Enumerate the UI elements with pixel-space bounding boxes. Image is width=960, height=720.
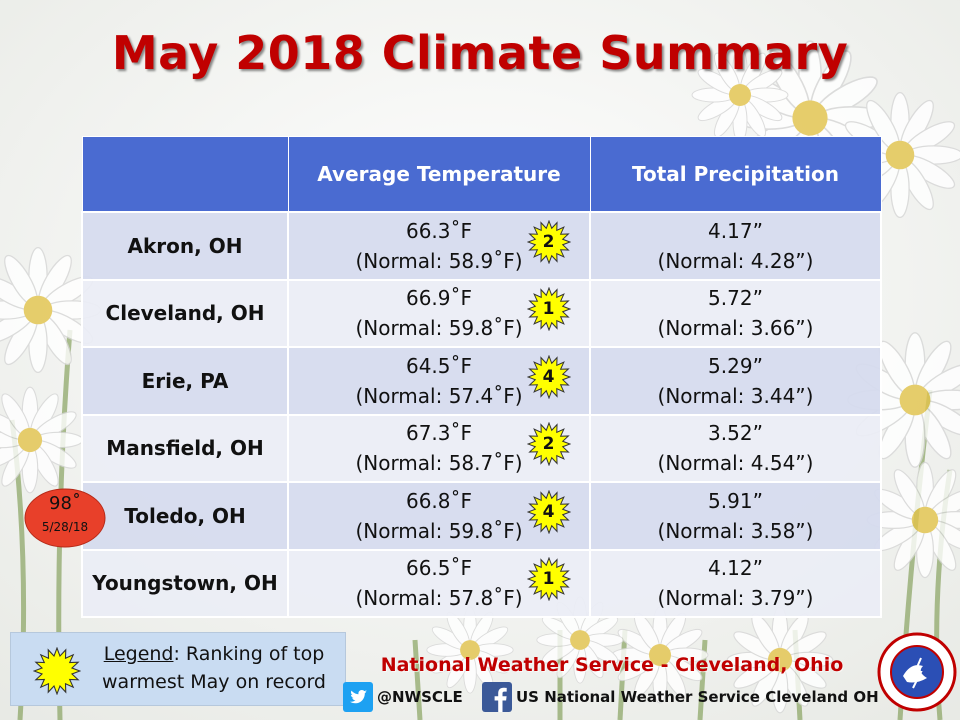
city-name: Erie, PA — [81, 346, 289, 416]
sun-star-icon: 1 — [526, 557, 571, 602]
table-row: Erie, PA 64.5˚F (Normal: 57.4˚F) 4 5.29”… — [81, 346, 882, 416]
legend-box: Legend: Ranking of top warmest May on re… — [10, 632, 346, 706]
precipitation-value: 4.12” — [708, 556, 763, 581]
sun-star-icon: 2 — [526, 219, 571, 264]
precipitation-normal: (Normal: 4.54”) — [657, 451, 814, 476]
temperature-cell: 66.9˚F (Normal: 59.8˚F) 1 — [287, 278, 591, 348]
temperature-value: 66.3˚F — [405, 218, 473, 243]
twitter-handle: @NWSCLE — [377, 688, 463, 706]
city-name: Youngstown, OH — [81, 548, 289, 618]
temperature-normal: (Normal: 57.4˚F) — [355, 383, 523, 408]
temperature-normal: (Normal: 59.8˚F) — [355, 518, 523, 543]
temperature-normal: (Normal: 58.9˚F) — [355, 248, 523, 273]
table-row: Cleveland, OH 66.9˚F (Normal: 59.8˚F) 1 … — [81, 278, 882, 348]
precipitation-cell: 4.17” (Normal: 4.28”) — [589, 211, 882, 281]
sun-star-icon: 4 — [526, 489, 571, 534]
temperature-cell: 66.5˚F (Normal: 57.8˚F) 1 — [287, 548, 591, 618]
precipitation-normal: (Normal: 3.44”) — [657, 383, 814, 408]
precipitation-value: 4.17” — [708, 218, 763, 243]
rank-badge: 1 — [542, 299, 555, 320]
record-high-date: 5/28/18 — [41, 520, 89, 534]
rank-badge: 4 — [542, 366, 555, 387]
footer-organization: National Weather Service - Cleveland, Oh… — [380, 654, 844, 676]
header-average-temperature: Average Temperature — [287, 136, 591, 213]
table-header-row: Average Temperature Total Precipitation — [81, 136, 882, 213]
precipitation-normal: (Normal: 3.79”) — [657, 586, 814, 611]
twitter-link[interactable]: @NWSCLE — [343, 682, 463, 712]
record-high-badge: 98˚ 5/28/18 — [24, 487, 106, 549]
table-row: Mansfield, OH 67.3˚F (Normal: 58.7˚F) 2 … — [81, 413, 882, 483]
climate-table: Average Temperature Total Precipitation … — [81, 136, 882, 618]
page-title: May 2018 Climate Summary — [111, 26, 849, 80]
record-high-value: 98˚ — [49, 493, 81, 514]
temperature-cell: 67.3˚F (Normal: 58.7˚F) 2 — [287, 413, 591, 483]
precipitation-cell: 3.52” (Normal: 4.54”) — [589, 413, 882, 483]
temperature-value: 66.5˚F — [405, 556, 473, 581]
temperature-normal: (Normal: 59.8˚F) — [355, 316, 523, 341]
rank-badge: 4 — [542, 501, 555, 522]
precipitation-normal: (Normal: 4.28”) — [657, 248, 814, 273]
precipitation-value: 5.29” — [708, 353, 763, 378]
temperature-normal: (Normal: 57.8˚F) — [355, 586, 523, 611]
table-row: Toledo, OH 66.8˚F (Normal: 59.8˚F) 4 5.9… — [81, 481, 882, 551]
rank-badge: 2 — [542, 231, 555, 252]
sun-star-icon: 4 — [526, 354, 571, 399]
rank-badge: 2 — [542, 434, 555, 455]
facebook-page: US National Weather Service Cleveland OH — [516, 688, 879, 706]
city-name: Mansfield, OH — [81, 413, 289, 483]
precipitation-cell: 4.12” (Normal: 3.79”) — [589, 548, 882, 618]
city-name: Akron, OH — [81, 211, 289, 281]
city-name: Cleveland, OH — [81, 278, 289, 348]
table-row: Akron, OH 66.3˚F (Normal: 58.9˚F) 2 4.17… — [81, 211, 882, 281]
precipitation-cell: 5.72” (Normal: 3.66”) — [589, 278, 882, 348]
rank-badge: 1 — [542, 569, 555, 590]
precipitation-value: 5.72” — [708, 286, 763, 311]
precipitation-cell: 5.29” (Normal: 3.44”) — [589, 346, 882, 416]
header-location — [81, 136, 289, 213]
temperature-value: 64.5˚F — [405, 353, 473, 378]
precipitation-value: 3.52” — [708, 421, 763, 446]
temperature-cell: 66.3˚F (Normal: 58.9˚F) 2 — [287, 211, 591, 281]
sun-star-icon — [33, 647, 81, 695]
temperature-cell: 64.5˚F (Normal: 57.4˚F) 4 — [287, 346, 591, 416]
legend-description: : Ranking of top warmest May on record — [102, 643, 326, 693]
precipitation-cell: 5.91” (Normal: 3.58”) — [589, 481, 882, 551]
precipitation-normal: (Normal: 3.58”) — [657, 518, 814, 543]
temperature-value: 66.8˚F — [405, 488, 473, 513]
table-row: Youngstown, OH 66.5˚F (Normal: 57.8˚F) 1… — [81, 548, 882, 618]
facebook-icon — [482, 682, 512, 712]
temperature-normal: (Normal: 58.7˚F) — [355, 451, 523, 476]
nws-seal-icon — [877, 632, 957, 712]
temperature-value: 66.9˚F — [405, 286, 473, 311]
twitter-icon — [343, 682, 373, 712]
precipitation-normal: (Normal: 3.66”) — [657, 316, 814, 341]
facebook-link[interactable]: US National Weather Service Cleveland OH — [482, 682, 879, 712]
temperature-cell: 66.8˚F (Normal: 59.8˚F) 4 — [287, 481, 591, 551]
legend-key: Legend — [103, 643, 174, 665]
sun-star-icon: 1 — [526, 287, 571, 332]
city-name: Toledo, OH — [81, 481, 289, 551]
temperature-value: 67.3˚F — [405, 421, 473, 446]
legend-text: Legend: Ranking of top warmest May on re… — [86, 640, 342, 696]
header-total-precipitation: Total Precipitation — [589, 136, 882, 213]
sun-star-icon: 2 — [526, 422, 571, 467]
precipitation-value: 5.91” — [708, 488, 763, 513]
